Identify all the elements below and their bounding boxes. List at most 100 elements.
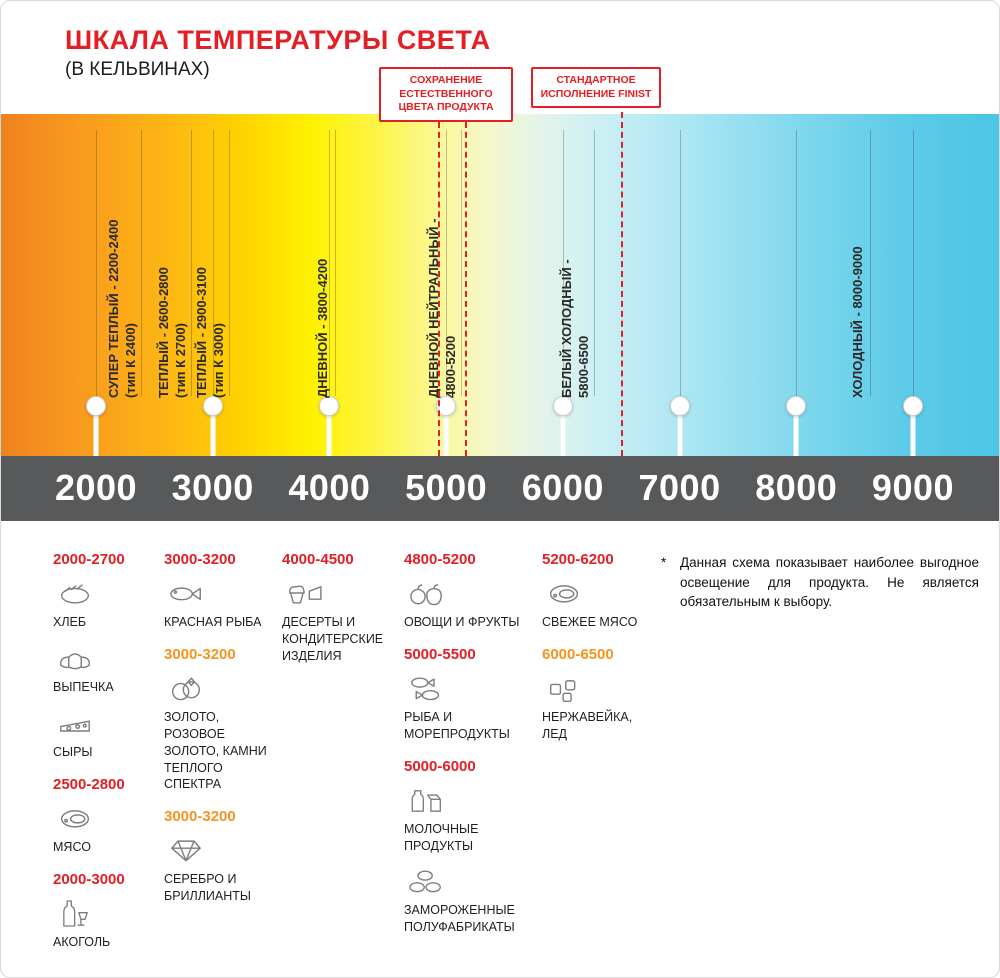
- product-item: РЫБА И МОРЕПРОДУКТЫ: [404, 672, 536, 743]
- product-item: ВЫПЕЧКА: [53, 642, 155, 696]
- product-column: 4000-4500 ДЕСЕРТЫ И КОНДИТЕРСКИЕ ИЗДЕЛИЯ: [282, 544, 402, 676]
- product-item: ЗОЛОТО, РОЗОВОЕ ЗОЛОТО, КАМНИ ТЕПЛОГО СП…: [164, 672, 276, 793]
- product-item: СВЕЖЕЕ МЯСО: [542, 577, 654, 631]
- product-block: 5200-6200 СВЕЖЕЕ МЯСО: [542, 551, 654, 631]
- product-block: 4800-5200 ОВОЩИ И ФРУКТЫ: [404, 551, 536, 631]
- product-label: КРАСНАЯ РЫБА: [164, 615, 262, 629]
- product-item: ДЕСЕРТЫ И КОНДИТЕРСКИЕ ИЗДЕЛИЯ: [282, 577, 402, 665]
- zone-label-line: 5800-6500: [576, 335, 591, 398]
- scale-number: 7000: [638, 467, 721, 508]
- scale-pin-stem: [910, 406, 916, 458]
- scale-pin-stem: [677, 406, 683, 458]
- temperature-range: 4800-5200: [404, 551, 476, 568]
- product-block: 3000-3200 СЕРЕБРО И БРИЛЛИАНТЫ: [164, 808, 276, 905]
- scale-pin: [436, 396, 457, 416]
- product-block: 2000-3000 АКОГОЛЬ: [53, 871, 155, 951]
- zone-label-line: 4800-5200: [443, 335, 458, 398]
- scale-pin-stem: [326, 406, 332, 458]
- scale-pin-stem: [210, 406, 216, 458]
- scale-number: 6000: [521, 467, 604, 508]
- product-item: МОЛОЧНЫЕ ПРОДУКТЫ: [404, 784, 536, 855]
- callout-standard-finist: СТАНДАРТНОЕ ИСПОЛНЕНИЕ FINIST: [531, 67, 661, 109]
- scale-number: 9000: [871, 467, 955, 508]
- scale-number: 8000: [755, 467, 838, 508]
- zone-label-line: БЕЛЫЙ ХОЛОДНЫЙ -: [559, 259, 574, 398]
- temperature-range: 3000-3200: [164, 645, 236, 663]
- meat-icon: [542, 577, 654, 611]
- meat-icon: [53, 802, 155, 836]
- zone-label: СУПЕР ТЕПЛЫЙ - 2200-2400 (тип К 2400): [105, 220, 139, 398]
- scale-pin: [786, 396, 807, 416]
- dairy-icon: [404, 784, 536, 818]
- tick-line: [329, 130, 331, 396]
- temperature-range: 2000-2700: [53, 551, 125, 568]
- product-block: 5000-6000 МОЛОЧНЫЕ ПРОДУКТЫ ЗАМОРОЖЕННЫЕ П…: [404, 758, 536, 937]
- tick-line: [912, 130, 914, 396]
- scale-number: 5000: [405, 467, 488, 508]
- zone-label-line: (тип К 2700): [173, 323, 188, 398]
- ice-icon: [542, 672, 654, 706]
- dashed-marker-line: [465, 112, 467, 456]
- zone-label-line: ХОЛОДНЫЙ - 8000-9000: [850, 246, 865, 398]
- temperature-range: 5200-6200: [542, 551, 614, 568]
- scale-number: 3000: [171, 467, 254, 508]
- product-block: 5000-5500 РЫБА И МОРЕПРОДУКТЫ: [404, 646, 536, 743]
- callout-natural-color: СОХРАНЕНИЕ ЕСТЕСТВЕННОГО ЦВЕТА ПРОДУКТА: [379, 67, 513, 122]
- dashed-marker-line: [621, 112, 623, 456]
- product-block: 2500-2800 МЯСО: [53, 776, 155, 856]
- product-block: 3000-3200 ЗОЛОТО, РОЗОВОЕ ЗОЛОТО, КАМНИ Т…: [164, 646, 276, 793]
- product-item: ОВОЩИ И ФРУКТЫ: [404, 577, 536, 631]
- alcohol-icon: [53, 897, 155, 931]
- product-label: РЫБА И МОРЕПРОДУКТЫ: [404, 709, 510, 741]
- product-recommendations: 2000-2700 ХЛЕБ ВЫПЕЧКА СЫРЫ 2500-2800 МЯСО 200…: [1, 544, 999, 974]
- zone-label: ДНЕВНОЙ - 3800-4200: [314, 259, 331, 398]
- product-item: НЕРЖАВЕЙКА, ЛЕД: [542, 672, 654, 743]
- product-label: ВЫПЕЧКА: [53, 679, 114, 694]
- dashed-marker-line: [438, 112, 440, 456]
- scale-pin: [202, 396, 223, 416]
- product-label: ХЛЕБ: [53, 615, 87, 629]
- tick-line: [335, 130, 336, 396]
- zone-label-line: СУПЕР ТЕПЛЫЙ - 2200-2400: [106, 219, 121, 398]
- dessert-icon: [282, 577, 402, 611]
- temperature-range: 2500-2800: [53, 775, 125, 793]
- product-column: 5200-6200 СВЕЖЕЕ МЯСО 6000-6500 НЕРЖАВЕЙКА,…: [542, 544, 654, 754]
- temperature-range: 5000-6000: [404, 757, 476, 775]
- temperature-range: 2000-3000: [53, 870, 125, 888]
- scale-number: 4000: [288, 467, 371, 508]
- product-block: 4000-4500 ДЕСЕРТЫ И КОНДИТЕРСКИЕ ИЗДЕЛИЯ: [282, 551, 402, 665]
- scale-pin: [86, 396, 106, 416]
- zone-label: ХОЛОДНЫЙ - 8000-9000: [849, 246, 866, 398]
- vegetables-icon: [404, 577, 536, 611]
- scale-pin: [552, 396, 573, 416]
- diamond-icon: [164, 834, 276, 868]
- zone-label: ДНЕВНОЙ НЕЙТРАЛЬНЫЙ -4800-5200: [425, 219, 459, 398]
- product-label: СВЕЖЕЕ МЯСО: [542, 615, 638, 629]
- product-item: АКОГОЛЬ: [53, 897, 155, 951]
- footnote-marker: *: [661, 555, 667, 570]
- product-item: КРАСНАЯ РЫБА: [164, 577, 276, 631]
- kelvin-scale-bar: 2000 3000 4000 5000 6000 7000 8000 9000: [1, 456, 999, 521]
- product-label: СЫРЫ: [53, 744, 93, 759]
- scale-pin-stem: [443, 406, 449, 458]
- product-block: 3000-3200 КРАСНАЯ РЫБА: [164, 551, 276, 631]
- product-column: 3000-3200 КРАСНАЯ РЫБА 3000-3200 ЗОЛОТО, РО…: [164, 544, 276, 916]
- product-item: МЯСО: [53, 802, 155, 856]
- bread-icon: [53, 577, 155, 611]
- scale-number: 2000: [54, 467, 138, 508]
- zone-label-line: ТЕПЛЫЙ - 2600-2800: [156, 267, 171, 398]
- fish-icon: [164, 577, 276, 611]
- cheese-icon: [53, 707, 155, 741]
- tick-line: [679, 130, 681, 396]
- scale-pin: [669, 396, 690, 416]
- temperature-range: 6000-6500: [542, 645, 614, 663]
- tick-line: [229, 130, 230, 396]
- zone-label-line: ДНЕВНОЙ - 3800-4200: [315, 258, 330, 398]
- product-label: ЗОЛОТО, РОЗОВОЕ ЗОЛОТО, КАМНИ ТЕПЛОГО СП…: [164, 709, 267, 792]
- tick-line: [562, 130, 564, 396]
- product-item: СЫРЫ: [53, 707, 155, 761]
- frozen-icon: [404, 865, 536, 899]
- tick-line: [141, 130, 142, 396]
- product-block: 2000-2700 ХЛЕБ ВЫПЕЧКА СЫРЫ: [53, 551, 155, 761]
- temperature-range: 5000-5500: [404, 645, 476, 663]
